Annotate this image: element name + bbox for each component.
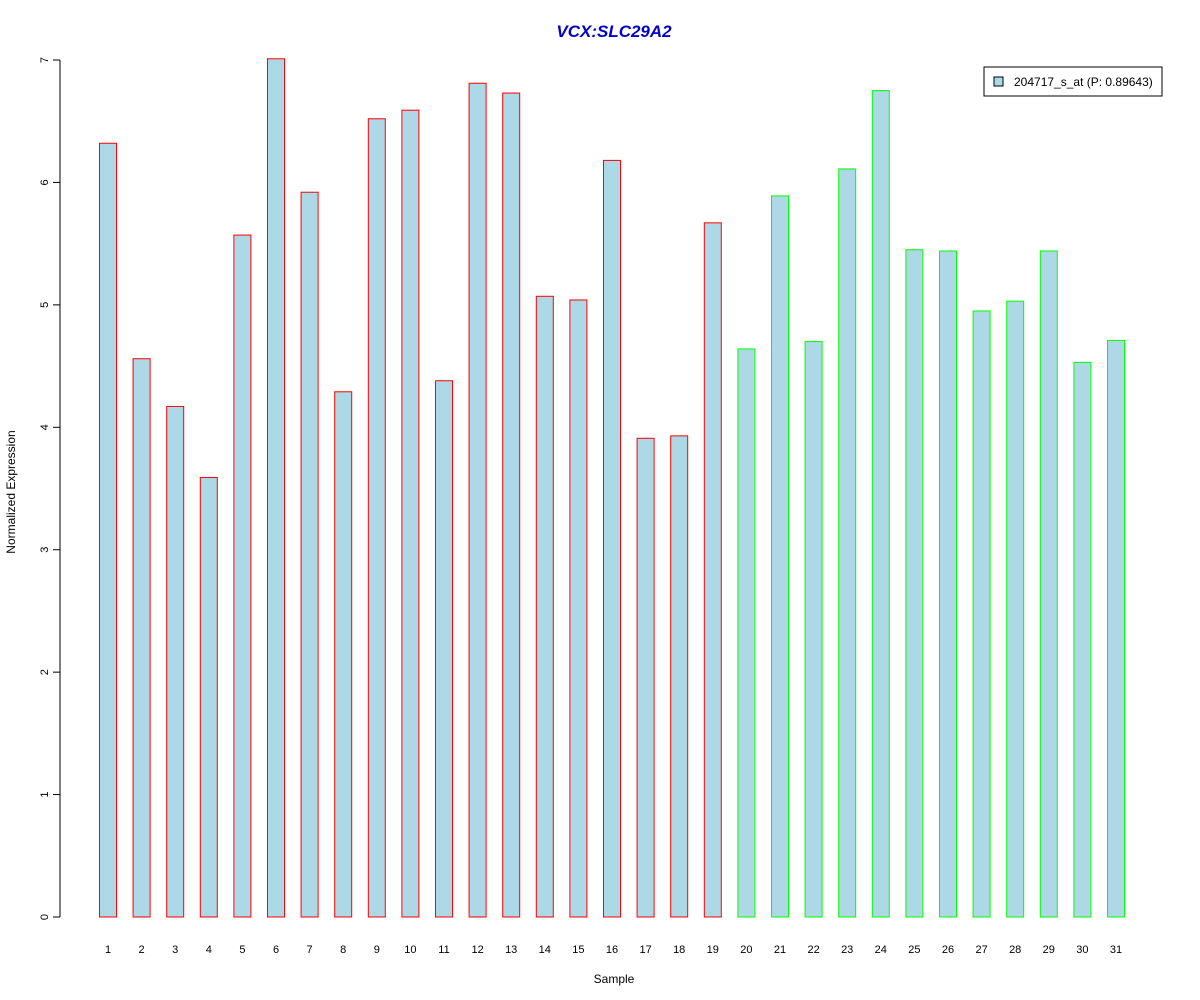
bar bbox=[636, 437, 655, 918]
bar bbox=[1039, 250, 1058, 918]
bar bbox=[502, 92, 521, 918]
x-tick-label: 2 bbox=[139, 944, 145, 956]
bar bbox=[838, 168, 857, 918]
x-tick-label: 23 bbox=[841, 944, 853, 956]
bar bbox=[99, 142, 117, 918]
x-tick-label: 19 bbox=[707, 944, 719, 956]
y-tick-label: 7 bbox=[39, 57, 51, 63]
bar bbox=[535, 295, 554, 918]
bar bbox=[972, 310, 991, 918]
bar bbox=[703, 222, 722, 918]
y-tick-label: 6 bbox=[39, 179, 51, 185]
y-tick-label: 5 bbox=[39, 302, 51, 308]
x-tick-label: 3 bbox=[172, 944, 178, 956]
x-tick-label: 10 bbox=[404, 944, 416, 956]
legend-label: 204717_s_at (P: 0.89643) bbox=[1014, 75, 1153, 89]
y-tick-label: 1 bbox=[39, 792, 51, 798]
x-tick-label: 21 bbox=[774, 944, 786, 956]
legend: 204717_s_at (P: 0.89643) bbox=[983, 66, 1163, 97]
y-tick-label: 0 bbox=[39, 914, 51, 920]
bar bbox=[367, 118, 386, 918]
bar bbox=[905, 249, 924, 918]
bar bbox=[401, 109, 420, 918]
x-tick-label: 27 bbox=[975, 944, 987, 956]
x-tick-label: 12 bbox=[471, 944, 483, 956]
chart-title: VCX:SLC29A2 bbox=[556, 22, 672, 41]
y-tick-label: 2 bbox=[39, 669, 51, 675]
x-tick-label: 14 bbox=[539, 944, 551, 956]
bar bbox=[939, 250, 957, 918]
bar bbox=[166, 405, 185, 918]
bar bbox=[267, 58, 285, 918]
x-tick-label: 30 bbox=[1076, 944, 1088, 956]
x-tick-label: 18 bbox=[673, 944, 685, 956]
x-tick-label: 11 bbox=[438, 944, 449, 956]
x-tick-label: 4 bbox=[206, 944, 212, 956]
x-tick-label: 6 bbox=[273, 944, 279, 956]
bar bbox=[804, 341, 823, 918]
bar bbox=[771, 195, 789, 918]
x-tick-label: 25 bbox=[908, 944, 920, 956]
bar bbox=[1073, 361, 1092, 918]
bar bbox=[435, 380, 453, 918]
y-tick-label: 4 bbox=[39, 424, 51, 430]
x-tick-label: 31 bbox=[1110, 944, 1122, 956]
x-tick-label: 26 bbox=[942, 944, 954, 956]
x-tick-label: 1 bbox=[105, 944, 111, 956]
bar bbox=[871, 90, 890, 918]
bar bbox=[132, 358, 151, 918]
bar bbox=[737, 348, 756, 918]
bar bbox=[468, 82, 487, 918]
bar bbox=[603, 159, 621, 918]
bars bbox=[99, 58, 1125, 918]
bar bbox=[199, 476, 218, 918]
x-tick-label: 5 bbox=[239, 944, 245, 956]
bar bbox=[1006, 300, 1025, 918]
bar bbox=[233, 234, 252, 918]
legend-swatch bbox=[993, 76, 1004, 87]
bar bbox=[1107, 339, 1125, 918]
x-tick-labels: 1 2 3 4 5 6 7 8 9 10 11 12 13 14 15 16 17 18 19 20 21 22 23 24 2… bbox=[105, 944, 1122, 956]
y-axis: 0 1 2 3 4 5 6 7 bbox=[39, 57, 61, 920]
x-tick-label: 22 bbox=[807, 944, 819, 956]
x-axis-title: Sample bbox=[594, 972, 635, 986]
x-tick-label: 16 bbox=[606, 944, 618, 956]
y-tick-label: 3 bbox=[39, 547, 51, 553]
x-tick-label: 13 bbox=[505, 944, 517, 956]
x-tick-label: 7 bbox=[307, 944, 313, 956]
legend-box bbox=[983, 66, 1163, 97]
x-tick-label: 9 bbox=[374, 944, 380, 956]
x-tick-label: 24 bbox=[875, 944, 887, 956]
x-tick-label: 20 bbox=[740, 944, 752, 956]
x-tick-label: 28 bbox=[1009, 944, 1021, 956]
x-tick-label: 15 bbox=[572, 944, 584, 956]
bar bbox=[670, 435, 689, 918]
x-tick-label: 17 bbox=[639, 944, 651, 956]
x-tick-label: 8 bbox=[340, 944, 346, 956]
bar bbox=[569, 299, 588, 918]
y-axis-title: Normalized Expression bbox=[4, 430, 18, 553]
x-tick-label: 29 bbox=[1043, 944, 1055, 956]
bar bbox=[334, 391, 353, 918]
bar bbox=[300, 191, 319, 918]
